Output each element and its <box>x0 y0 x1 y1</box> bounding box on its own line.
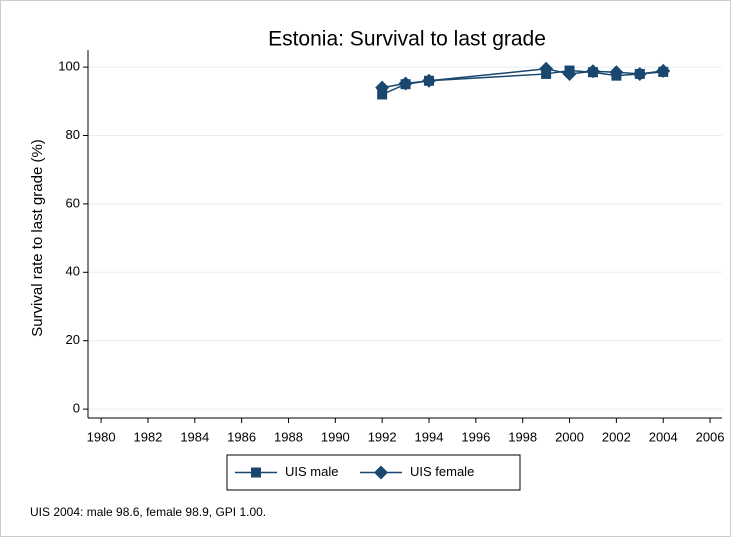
x-tick-label: 1992 <box>368 429 397 444</box>
y-tick-label: 100 <box>58 59 80 74</box>
marker <box>375 80 390 95</box>
x-tick-label: 1998 <box>508 429 537 444</box>
marker <box>374 465 388 480</box>
note: UIS 2004: male 98.6, female 98.9, GPI 1.… <box>30 505 266 519</box>
x-tick-label: 2006 <box>696 429 725 444</box>
y-tick-label: 40 <box>66 264 80 279</box>
x-tick-label: 1996 <box>461 429 490 444</box>
marker <box>656 63 671 78</box>
legend-label: UIS male <box>285 464 338 479</box>
legend-label: UIS female <box>410 464 474 479</box>
x-tick-label: 2002 <box>602 429 631 444</box>
marker <box>632 66 647 81</box>
marker <box>609 65 624 80</box>
marker <box>562 66 577 81</box>
y-tick-label: 60 <box>66 195 80 210</box>
y-tick-label: 20 <box>66 332 80 347</box>
x-tick-label: 1988 <box>274 429 303 444</box>
y-axis-label: Survival rate to last grade (%) <box>29 139 46 337</box>
x-tick-label: 1990 <box>321 429 350 444</box>
marker <box>398 76 413 91</box>
marker <box>539 61 554 76</box>
marker <box>251 467 261 478</box>
x-tick-label: 1986 <box>227 429 256 444</box>
marker <box>422 73 437 88</box>
y-tick-label: 80 <box>66 127 80 142</box>
marker <box>585 64 600 79</box>
x-tick-label: 2004 <box>649 429 678 444</box>
x-tick-label: 1994 <box>415 429 444 444</box>
x-tick-label: 1984 <box>180 429 209 444</box>
y-tick-label: 0 <box>73 401 80 416</box>
chart-title: Estonia: Survival to last grade <box>268 28 546 51</box>
x-tick-label: 2000 <box>555 429 584 444</box>
x-tick-label: 1980 <box>87 429 116 444</box>
x-tick-label: 1982 <box>133 429 162 444</box>
